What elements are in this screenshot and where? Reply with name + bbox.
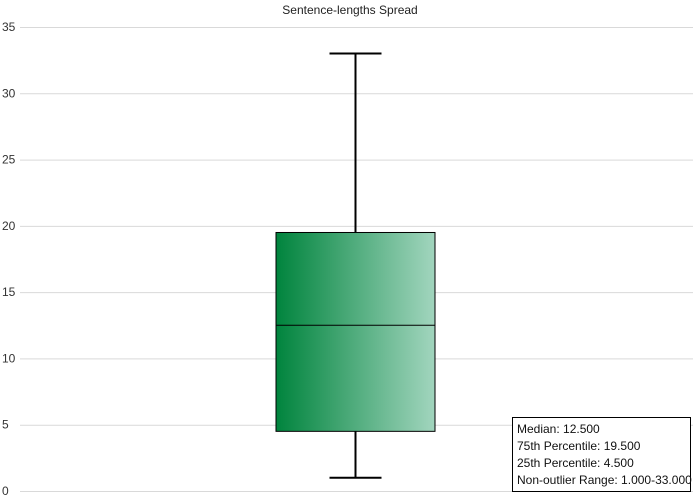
interquartile-box [275,231,436,432]
stat-75th-percentile: 75th Percentile: 19.500 [517,439,641,453]
y-tick-label: 20 [2,219,16,233]
y-tick-label: 25 [2,153,16,167]
stat-median: Median: 12.500 [517,422,600,436]
stat-non-outlier-range: Non-outlier Range: 1.000-33.000 [517,473,692,487]
stats-tooltip: Median: 12.500 75th Percentile: 19.500 2… [512,417,692,492]
y-axis-tick-labels: 0 5 10 15 20 25 30 35 [2,20,16,498]
stat-25th-percentile: 25th Percentile: 4.500 [517,456,634,470]
y-tick-label: 30 [2,86,16,100]
chart-title: Sentence-lengths Spread [282,3,417,17]
y-tick-label: 0 [2,484,9,498]
box-plot [275,52,436,479]
y-tick-label: 5 [2,418,9,432]
y-tick-label: 35 [2,20,16,34]
y-tick-label: 15 [2,285,16,299]
y-tick-label: 10 [2,351,16,365]
